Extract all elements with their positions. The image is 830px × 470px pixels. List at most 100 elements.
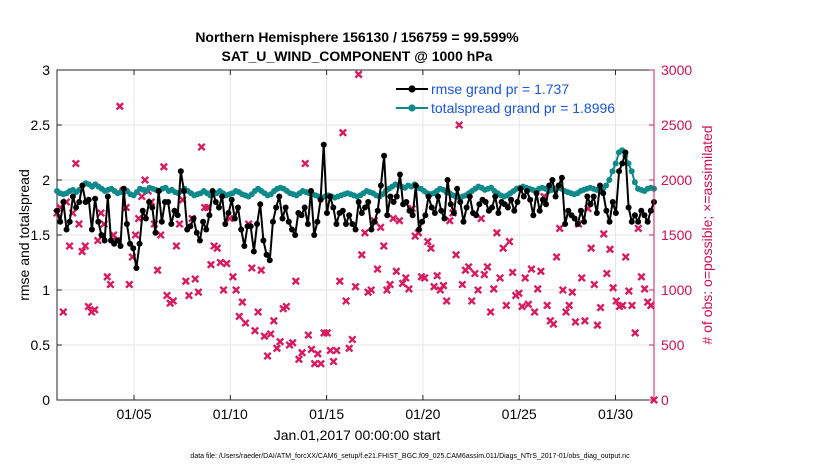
obs-marker <box>577 273 586 282</box>
rmse-point <box>374 207 381 214</box>
obs-marker <box>536 267 545 276</box>
rmse-point <box>114 237 121 244</box>
obs-marker <box>288 338 297 347</box>
obs-marker <box>543 301 552 310</box>
y-right-tick-label: 1000 <box>661 282 692 298</box>
rmse-point <box>304 221 311 227</box>
obs-marker <box>367 285 376 295</box>
obs-marker <box>571 317 580 326</box>
obs-marker <box>316 359 325 368</box>
rmse-point <box>206 212 213 219</box>
rmse-point <box>219 193 226 200</box>
chart-title: Northern Hemisphere 156130 / 156759 = 99… <box>195 29 519 45</box>
rmse-point <box>593 210 600 216</box>
obs-marker <box>153 266 162 275</box>
obs-marker <box>194 288 203 297</box>
obs-marker <box>301 159 310 168</box>
rmse-point <box>549 177 556 183</box>
y-left-tick-label: 0 <box>42 392 50 408</box>
obs-marker <box>291 277 300 286</box>
rmse-point <box>416 226 423 233</box>
rmse-point <box>409 212 416 219</box>
obs-marker <box>618 301 627 310</box>
rmse-point <box>117 243 124 249</box>
rmse-point <box>365 199 372 205</box>
rmse-point <box>514 199 521 205</box>
y-left-tick-label: 2.5 <box>31 117 51 133</box>
obs-marker <box>420 273 429 282</box>
obs-marker <box>558 285 567 295</box>
obs-marker <box>621 252 630 262</box>
obs-marker <box>605 245 615 254</box>
rmse-point <box>574 221 581 227</box>
rmse-point <box>384 212 391 219</box>
rmse-point <box>63 226 70 233</box>
legend-spread-marker <box>408 104 416 112</box>
obs-marker <box>395 216 404 225</box>
rmse-point <box>120 185 127 192</box>
rmse-point <box>177 168 184 175</box>
obs-marker <box>338 128 347 137</box>
rmse-point <box>149 204 156 211</box>
obs-marker <box>580 316 589 325</box>
rmse-point <box>301 204 308 211</box>
obs-marker <box>489 284 498 293</box>
rmse-point <box>381 152 388 159</box>
rmse-point <box>292 232 299 238</box>
obs-marker <box>115 102 124 111</box>
x-tick-label: 01/05 <box>117 406 152 422</box>
y-left-tick-label: 0.5 <box>31 337 51 353</box>
rmse-point <box>269 218 276 225</box>
obs-marker <box>65 241 74 251</box>
obs-marker <box>247 263 256 273</box>
obs-marker <box>175 219 184 229</box>
rmse-point <box>638 207 645 214</box>
totalspread-point <box>612 160 619 167</box>
obs-marker <box>103 272 112 281</box>
rmse-point <box>358 210 365 216</box>
x-tick-label: 01/15 <box>309 406 344 422</box>
rmse-series <box>54 141 657 271</box>
rmse-point <box>57 218 64 225</box>
rmse-point <box>285 218 292 225</box>
rmse-point <box>123 221 130 227</box>
rmse-point <box>419 218 426 225</box>
obs-marker <box>561 307 571 317</box>
y-left-axis-label: rmse and totalspread <box>16 169 32 301</box>
y-right-tick-label: 1500 <box>661 227 692 243</box>
rmse-point <box>543 201 550 208</box>
obs-marker <box>354 70 363 79</box>
rmse-point <box>98 232 105 238</box>
rmse-point <box>171 207 178 214</box>
rmse-point <box>308 188 315 194</box>
obs-marker <box>206 260 216 269</box>
rmse-point <box>181 188 188 194</box>
obs-marker <box>351 282 360 291</box>
rmse-point <box>279 215 286 222</box>
rmse-point <box>146 199 153 205</box>
rmse-point <box>606 218 613 225</box>
y-right-tick-label: 2500 <box>661 117 692 133</box>
rmse-point <box>174 212 181 219</box>
obs-marker <box>348 335 357 344</box>
rmse-point <box>209 188 216 194</box>
x-tick-label: 01/25 <box>502 406 537 422</box>
obs-marker <box>555 224 564 233</box>
rmse-point <box>406 207 413 214</box>
obs-marker <box>505 237 514 246</box>
obs-marker <box>631 328 640 337</box>
rmse-point <box>323 210 330 216</box>
rmse-point <box>257 201 264 208</box>
rmse-point <box>625 204 632 211</box>
obs-marker <box>266 329 275 339</box>
obs-marker <box>294 355 303 364</box>
rmse-point <box>187 223 194 230</box>
obs-marker <box>74 219 84 229</box>
rmse-point <box>647 207 654 214</box>
rmse-point <box>69 193 76 200</box>
rmse-point <box>511 207 518 214</box>
rmse-point <box>222 221 229 227</box>
rmse-point <box>619 160 626 167</box>
rmse-point <box>539 196 546 203</box>
rmse-point <box>238 226 245 233</box>
